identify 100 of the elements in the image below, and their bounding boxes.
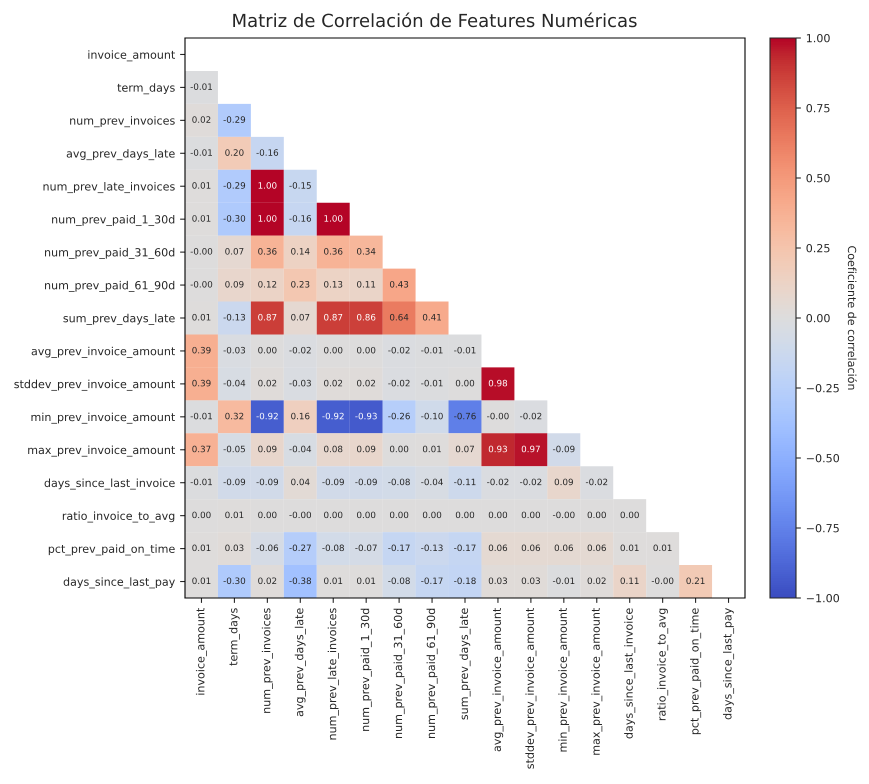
color-bar-label: 0.75 (806, 104, 830, 112)
data-label: 0.86 (357, 314, 376, 321)
data-label: 0.00 (488, 512, 508, 518)
data-label: -0.09 (322, 478, 344, 486)
data-label: -0.76 (454, 412, 476, 420)
x-tick-label: avg_prev_invoice_amount (492, 608, 504, 752)
y-tick-label: num_prev_paid_61_90d (45, 280, 174, 292)
data-label: 0.11 (620, 577, 639, 584)
data-label: 0.00 (422, 512, 442, 518)
y-tick-label: num_prev_invoices (70, 116, 175, 128)
data-label: 0.02 (258, 577, 276, 584)
y-tick-label: term_days (117, 83, 175, 94)
x-tick-label: num_prev_paid_61_90d (426, 608, 438, 738)
data-label: 0.08 (324, 446, 342, 452)
data-label: 0.02 (258, 380, 276, 386)
data-label: -0.29 (224, 182, 246, 189)
data-label: 0.11 (357, 280, 376, 288)
data-label: -0.13 (421, 544, 443, 552)
data-label: -0.93 (355, 412, 377, 420)
data-label: 0.37 (192, 446, 210, 452)
data-label: -0.27 (289, 544, 311, 552)
data-label: -0.01 (454, 346, 476, 354)
data-label: 0.00 (324, 512, 342, 518)
x-tick-label: num_prev_late_invoices (328, 608, 339, 740)
y-tick-label: sum_prev_days_late (63, 314, 175, 325)
color-bar-label: 0.00 (806, 314, 830, 322)
data-label: 0.00 (522, 512, 540, 518)
x-tick-label: num_prev_invoices (262, 608, 273, 713)
x-tick-label: term_days (228, 608, 240, 666)
data-label: -0.02 (586, 478, 608, 486)
data-label: 0.87 (258, 314, 276, 321)
data-label: 0.36 (324, 248, 342, 255)
data-label: -0.02 (388, 346, 410, 354)
data-label: 0.41 (422, 314, 441, 321)
data-label: 0.00 (258, 512, 277, 518)
data-label: 0.01 (324, 577, 342, 584)
data-label: 0.00 (620, 512, 639, 518)
data-label: -0.92 (322, 412, 344, 420)
color-bar-title: Coeficiente de correlación (848, 246, 857, 390)
data-label: -0.17 (454, 544, 476, 552)
data-label: 0.14 (291, 248, 310, 255)
color-bar-label: 1.00 (806, 34, 830, 42)
data-label: 0.00 (357, 346, 376, 354)
data-label: -0.09 (256, 478, 278, 486)
data-label: 0.13 (324, 280, 342, 288)
data-label: -0.07 (355, 544, 377, 552)
color-bar-label: −0.50 (806, 454, 840, 462)
data-label: -0.00 (552, 512, 575, 518)
data-label: -0.92 (256, 412, 278, 420)
data-label: -0.01 (421, 346, 443, 354)
y-tick-label: max_prev_invoice_amount (28, 446, 176, 457)
data-label: 0.06 (554, 544, 574, 552)
data-label: 0.21 (686, 577, 705, 584)
data-label: 0.03 (488, 577, 507, 584)
data-label: 0.01 (620, 544, 639, 552)
data-label: 0.34 (357, 248, 376, 255)
x-tick-label: num_prev_paid_31_60d (394, 608, 405, 738)
x-tick-label: days_since_last_invoice (624, 608, 636, 738)
data-label: 0.01 (225, 512, 244, 518)
data-label: 0.87 (324, 314, 342, 321)
data-label: -0.01 (190, 83, 212, 90)
y-tick-label: days_since_last_pay (64, 577, 175, 588)
y-tick-label: stddev_prev_invoice_amount (14, 380, 176, 391)
x-tick-label: stddev_prev_invoice_amount (525, 608, 536, 769)
data-label: 0.32 (225, 412, 244, 420)
data-label: -0.04 (421, 478, 443, 486)
data-label: 0.43 (390, 280, 408, 288)
data-label: -0.08 (322, 544, 344, 552)
data-label: -0.26 (388, 412, 410, 420)
data-label: -0.17 (421, 577, 443, 584)
data-label: 0.01 (192, 215, 210, 222)
data-label: 0.03 (225, 544, 244, 552)
data-label: 0.01 (192, 182, 210, 189)
data-label: 0.09 (225, 280, 244, 288)
data-label: 0.01 (653, 544, 672, 552)
x-tick-label: days_since_last_pay (723, 608, 734, 720)
data-label: -0.30 (224, 215, 246, 222)
data-label: -0.01 (190, 478, 212, 486)
data-label: -0.13 (224, 314, 246, 321)
data-label: -0.16 (256, 149, 278, 156)
y-tick-label: ratio_invoice_to_avg (62, 511, 174, 522)
y-tick-label: num_prev_paid_1_30d (52, 214, 174, 226)
data-label: 0.12 (258, 280, 276, 288)
data-label: 0.16 (291, 412, 310, 420)
x-tick-label: min_prev_invoice_amount (558, 608, 570, 752)
chart-title: Matriz de Correlación de Features Numéricas (233, 12, 637, 28)
data-label: -0.03 (289, 380, 311, 386)
y-tick-label: days_since_last_invoice (44, 478, 175, 490)
y-tick-label: pct_prev_paid_on_time (48, 544, 175, 556)
data-label: 0.09 (258, 446, 276, 452)
data-label: -0.02 (388, 380, 410, 386)
y-tick-label: invoice_amount (88, 50, 176, 62)
data-label: -0.11 (454, 478, 476, 486)
x-tick-label: avg_prev_days_late (294, 608, 306, 716)
data-label: -0.00 (190, 248, 212, 255)
data-label: 0.09 (357, 446, 376, 452)
color-bar-label: −0.25 (806, 384, 839, 392)
data-label: -0.00 (289, 512, 312, 518)
data-label: -0.09 (224, 478, 246, 486)
y-tick-label: avg_prev_days_late (66, 149, 175, 160)
